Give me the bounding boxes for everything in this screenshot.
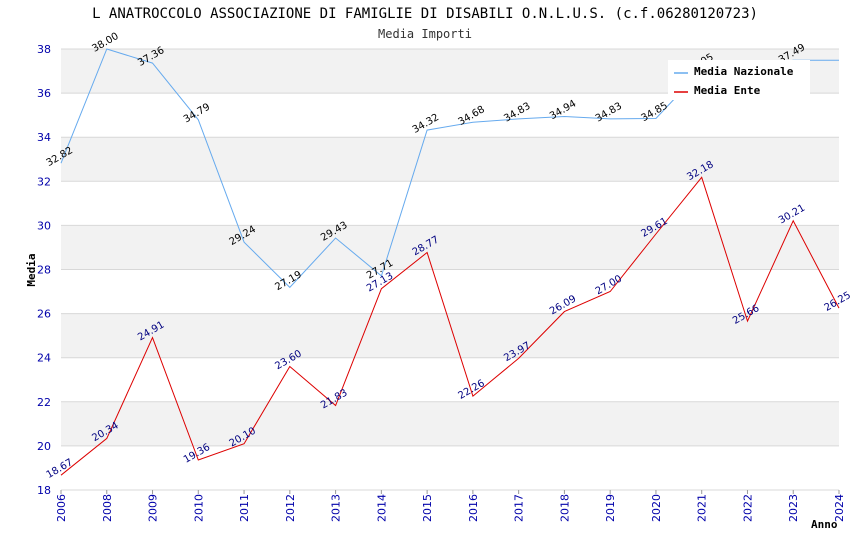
chart-title: L ANATROCCOLO ASSOCIAZIONE DI FAMIGLIE D… bbox=[92, 6, 758, 22]
y-tick-label: 20 bbox=[37, 440, 51, 453]
y-tick-label: 38 bbox=[37, 43, 51, 56]
chart-subtitle: Media Importi bbox=[378, 27, 472, 41]
legend: Media Nazionale Media Ente bbox=[668, 60, 810, 100]
y-tick-label: 28 bbox=[37, 264, 51, 277]
plot-band bbox=[61, 225, 839, 270]
x-tick-label: 2017 bbox=[513, 494, 526, 522]
x-tick-label: 2021 bbox=[696, 494, 709, 522]
y-tick-label: 34 bbox=[37, 131, 51, 144]
y-tick-label: 30 bbox=[37, 219, 51, 232]
plot-band bbox=[61, 137, 839, 182]
x-tick-label: 2024 bbox=[833, 494, 846, 522]
y-axis-title: Media bbox=[25, 253, 38, 286]
y-tick-label: 26 bbox=[37, 308, 51, 321]
x-tick-label: 2016 bbox=[467, 494, 480, 522]
x-tick-label: 2023 bbox=[787, 494, 800, 522]
y-tick-label: 32 bbox=[37, 175, 51, 188]
legend-label-nazionale: Media Nazionale bbox=[694, 65, 794, 78]
x-tick-label: 2011 bbox=[238, 494, 251, 522]
series-line-ente bbox=[60, 176, 840, 476]
x-tick-label: 2009 bbox=[147, 494, 160, 522]
x-tick-label: 2019 bbox=[604, 494, 617, 522]
x-tick-label: 2020 bbox=[650, 494, 663, 522]
legend-label-ente: Media Ente bbox=[694, 84, 761, 97]
x-tick-label: 2014 bbox=[375, 494, 388, 522]
x-tick-label: 2018 bbox=[558, 494, 571, 522]
x-tick-label: 2015 bbox=[421, 494, 434, 522]
x-tick-label: 2022 bbox=[741, 494, 754, 522]
x-tick-label: 2010 bbox=[192, 494, 205, 522]
x-axis-ticks: 2006 2008 2009 2010 2011 2012 2013 2014 2015 2016… bbox=[55, 490, 846, 522]
x-tick-label: 2008 bbox=[101, 494, 114, 522]
x-tick-label: 2012 bbox=[284, 494, 297, 522]
grid-lines bbox=[61, 48, 839, 491]
y-tick-label: 22 bbox=[37, 396, 51, 409]
y-tick-label: 36 bbox=[37, 87, 51, 100]
legend-box bbox=[668, 60, 810, 100]
x-axis-title: Anno bbox=[811, 518, 838, 531]
y-axis-ticks: 18 20 22 24 26 28 30 32 34 36 38 bbox=[37, 43, 51, 497]
plot-band bbox=[61, 401, 839, 446]
y-tick-label: 24 bbox=[37, 352, 51, 365]
plot-band bbox=[61, 313, 839, 358]
y-tick-label: 18 bbox=[37, 484, 51, 497]
x-tick-label: 2013 bbox=[330, 494, 343, 522]
x-tick-label: 2006 bbox=[55, 494, 68, 522]
